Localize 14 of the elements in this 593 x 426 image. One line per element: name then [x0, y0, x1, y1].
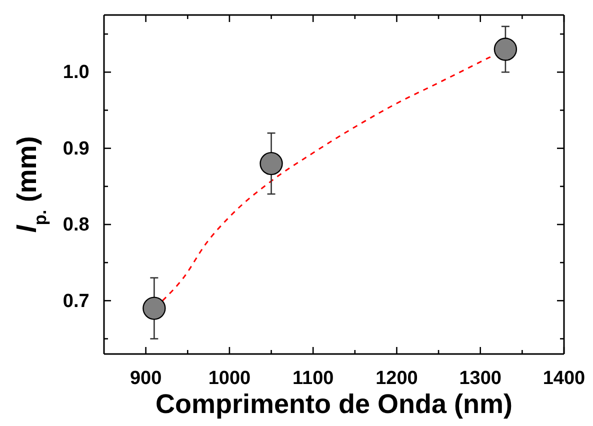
x-axis-title: Comprimento de Onda (nm): [156, 389, 512, 419]
x-tick-label: 900: [130, 368, 162, 389]
x-tick-label: 1000: [208, 368, 251, 389]
x-tick-label: 1300: [459, 368, 502, 389]
point: [142, 296, 166, 320]
y-tick-label: 0.8: [62, 214, 90, 236]
y-tick-label: 1.0: [62, 62, 90, 84]
y-tick-label: 0.7: [62, 290, 90, 312]
x-tick-label: 1400: [542, 368, 586, 389]
y-tick-label: 0.9: [62, 138, 90, 160]
x-tick-label: 1200: [376, 368, 418, 389]
point: [260, 152, 283, 176]
point: [494, 38, 518, 61]
x-tick-label: 1100: [292, 368, 334, 389]
